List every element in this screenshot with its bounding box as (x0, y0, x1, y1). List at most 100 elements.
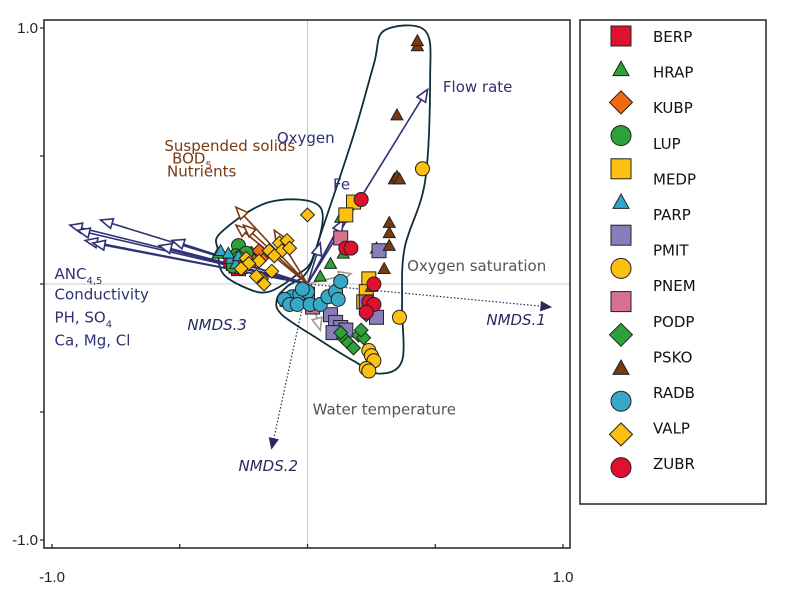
vector-label-subscript: 4,5 (87, 276, 103, 287)
legend-label: MEDP (653, 170, 696, 188)
vector-label-text: Suspended solids (164, 137, 295, 155)
legend-label: PODP (653, 313, 694, 331)
data-point (266, 248, 282, 264)
legend-label: PMIT (653, 242, 689, 260)
vector-label: NMDS.2 (239, 457, 299, 475)
series-valp (233, 207, 316, 292)
data-point (323, 256, 338, 269)
x-tick-label: -1.0 (39, 569, 65, 586)
vector-label: Conductivity (55, 285, 149, 303)
data-point (333, 325, 349, 341)
env-vector-arrow-head (157, 242, 174, 255)
series-pmit_circle (358, 161, 430, 379)
data-point (282, 240, 298, 256)
legend-label: ZUBR (653, 455, 695, 473)
data-point (392, 172, 407, 185)
vector-label: Flow rate (443, 78, 512, 96)
legend-label: LUP (653, 135, 681, 153)
vector-label: NMDS.1 (486, 311, 546, 329)
vector-label: Nutrients (167, 162, 237, 180)
env-vector-arrow-shaft (306, 89, 429, 285)
env-vector-arrow (306, 241, 323, 285)
vector-label-subscript: 4 (106, 319, 112, 330)
vector-label-text: NMDS.1 (486, 311, 546, 329)
vector-label-text: NMDS.2 (239, 457, 299, 475)
vector-label: ANC4,5 (55, 265, 103, 287)
legend: BERP HRAP KUBP LUP MEDP PARP PMIT PNEM PODP PSKO R… (579, 19, 767, 505)
data-point (382, 238, 397, 251)
vector-label: Oxygen saturation (407, 257, 546, 275)
nmds-axis-nmds-1-head (539, 300, 553, 312)
vector-label-text: Ca, Mg, Cl (55, 331, 131, 349)
env-vector-arrow-shaft (235, 206, 309, 285)
legend-symbol-valp (608, 422, 634, 447)
legend-label: RADB (653, 384, 695, 402)
data-point (343, 240, 359, 256)
vector-label-text: Water temperature (313, 401, 456, 419)
legend-symbol-pmit (610, 257, 632, 279)
data-point (256, 276, 272, 292)
data-point (333, 273, 349, 289)
legend-label: BERP (653, 28, 692, 46)
nmds-axis-nmds-2 (268, 283, 309, 450)
data-point (213, 243, 228, 257)
vector-label-text: Nutrients (167, 162, 237, 180)
data-point (299, 207, 316, 223)
nmds-axis-nmds-1-shaft (307, 283, 551, 308)
env-vector-arrow-head (98, 217, 115, 230)
legend-symbol-kubp (608, 90, 634, 115)
vector-label: Oxygen (277, 129, 335, 147)
data-point (313, 269, 328, 282)
data-point (289, 296, 305, 312)
vector-label: NMDS.3 (187, 316, 247, 334)
data-point (382, 225, 397, 239)
right-cluster-hull (275, 24, 432, 375)
vector-label-text: NMDS.3 (187, 316, 247, 334)
env-vector-arrow-head (310, 316, 323, 333)
data-point (330, 291, 346, 307)
data-point (221, 246, 236, 259)
data-point (414, 161, 430, 177)
env-vector-arrow-head (234, 205, 250, 221)
vector-label: BOD5 (172, 150, 212, 172)
env-vector-arrow (306, 87, 429, 285)
y-tick-label: -1.0 (12, 532, 38, 549)
env-vector-arrow-head (242, 223, 258, 239)
nmds-axis-nmds-1 (307, 283, 553, 312)
data-point (353, 322, 369, 338)
legend-symbol-parp (612, 192, 630, 209)
x-tick-label: 1.0 (553, 569, 574, 586)
legend-symbol-berp (610, 25, 632, 47)
vector-label-text: Flow rate (443, 78, 512, 96)
data-point (358, 304, 374, 320)
legend-symbol-podp (608, 322, 634, 348)
data-point (353, 192, 369, 208)
series-zubr (338, 192, 382, 320)
vector-label: Ca, Mg, Cl (55, 331, 131, 349)
data-point (366, 276, 382, 292)
legend-symbol-pnem (610, 291, 632, 313)
vector-label: Suspended solids (164, 137, 295, 155)
nmds-axes-vectors (268, 283, 553, 450)
legend-label: PNEM (653, 277, 696, 295)
data-point (251, 253, 267, 269)
data-point (382, 215, 397, 228)
legend-symbol-radb (610, 390, 632, 412)
data-point (377, 261, 391, 274)
data-point (390, 108, 404, 121)
legend-symbol-medp (610, 158, 632, 180)
axes: -1.0 1.0 1.0 -1.0 (12, 19, 574, 586)
vector-label-text: Oxygen (277, 129, 335, 147)
data-point (294, 281, 310, 297)
vector-label: Water temperature (313, 401, 456, 419)
legend-symbol-hrap (612, 60, 630, 77)
data-point (233, 261, 249, 277)
vector-label: PH, SO4 (55, 308, 113, 330)
vector-label-text: Conductivity (55, 285, 149, 303)
data-point (248, 268, 265, 284)
site-points (211, 33, 430, 379)
env-vector-arrow-head (90, 239, 107, 252)
legend-symbol-lup (610, 125, 632, 147)
environmental-vectors (67, 87, 429, 333)
